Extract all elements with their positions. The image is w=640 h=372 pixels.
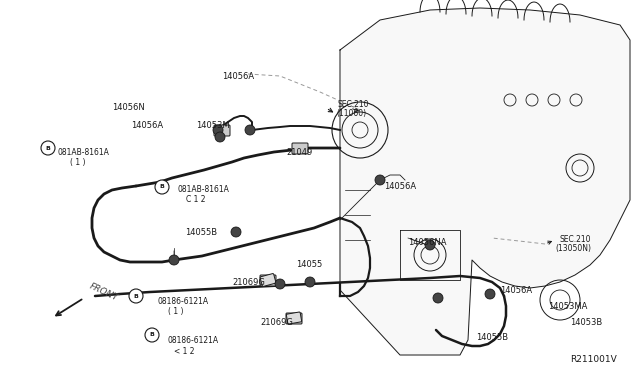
Text: 21049: 21049: [286, 148, 312, 157]
FancyBboxPatch shape: [214, 125, 230, 136]
Text: 081AB-8161A: 081AB-8161A: [178, 185, 230, 194]
Text: 14056A: 14056A: [131, 121, 163, 130]
Text: B: B: [134, 294, 138, 298]
Text: 21069G: 21069G: [260, 318, 293, 327]
Circle shape: [245, 125, 255, 135]
Text: 14053MA: 14053MA: [548, 302, 588, 311]
Circle shape: [169, 255, 179, 265]
Text: 14053M: 14053M: [196, 121, 230, 130]
Text: 081AB-8161A: 081AB-8161A: [58, 148, 110, 157]
Text: C 1 2: C 1 2: [186, 195, 205, 204]
Text: 14055B: 14055B: [185, 228, 217, 237]
Circle shape: [275, 279, 285, 289]
Circle shape: [375, 175, 385, 185]
Text: 14053B: 14053B: [570, 318, 602, 327]
Text: ( 1 ): ( 1 ): [168, 307, 184, 316]
Circle shape: [433, 293, 443, 303]
Text: 14055B: 14055B: [476, 333, 508, 342]
Text: 14056A: 14056A: [222, 72, 254, 81]
FancyBboxPatch shape: [292, 143, 308, 154]
Text: 08186-6121A: 08186-6121A: [158, 297, 209, 306]
FancyBboxPatch shape: [260, 275, 276, 286]
Text: 14056N: 14056N: [112, 103, 145, 112]
Text: < 1 2: < 1 2: [174, 347, 195, 356]
Text: R211001V: R211001V: [570, 355, 617, 364]
Circle shape: [145, 328, 159, 342]
Circle shape: [41, 141, 55, 155]
Text: 14056A: 14056A: [384, 182, 416, 191]
Circle shape: [155, 180, 169, 194]
Circle shape: [213, 125, 223, 135]
Circle shape: [215, 132, 225, 142]
Text: 08186-6121A: 08186-6121A: [168, 336, 219, 345]
Text: 14056A: 14056A: [500, 286, 532, 295]
Text: FRONT: FRONT: [88, 282, 120, 302]
FancyBboxPatch shape: [286, 312, 301, 324]
Circle shape: [425, 240, 435, 250]
Polygon shape: [340, 8, 630, 355]
Text: SEC.210: SEC.210: [560, 235, 591, 244]
FancyBboxPatch shape: [260, 273, 276, 286]
Text: 14056NA: 14056NA: [408, 238, 447, 247]
Circle shape: [485, 289, 495, 299]
Circle shape: [305, 277, 315, 287]
Text: ( 1 ): ( 1 ): [70, 158, 86, 167]
Text: (11060): (11060): [336, 109, 366, 118]
Text: 14055: 14055: [296, 260, 323, 269]
Text: SEC.210: SEC.210: [338, 100, 369, 109]
Text: (13050N): (13050N): [555, 244, 591, 253]
Text: B: B: [45, 145, 51, 151]
FancyBboxPatch shape: [286, 313, 302, 324]
Circle shape: [231, 227, 241, 237]
Text: 21069G: 21069G: [232, 278, 265, 287]
Text: B: B: [150, 333, 154, 337]
Text: B: B: [159, 185, 164, 189]
Circle shape: [129, 289, 143, 303]
